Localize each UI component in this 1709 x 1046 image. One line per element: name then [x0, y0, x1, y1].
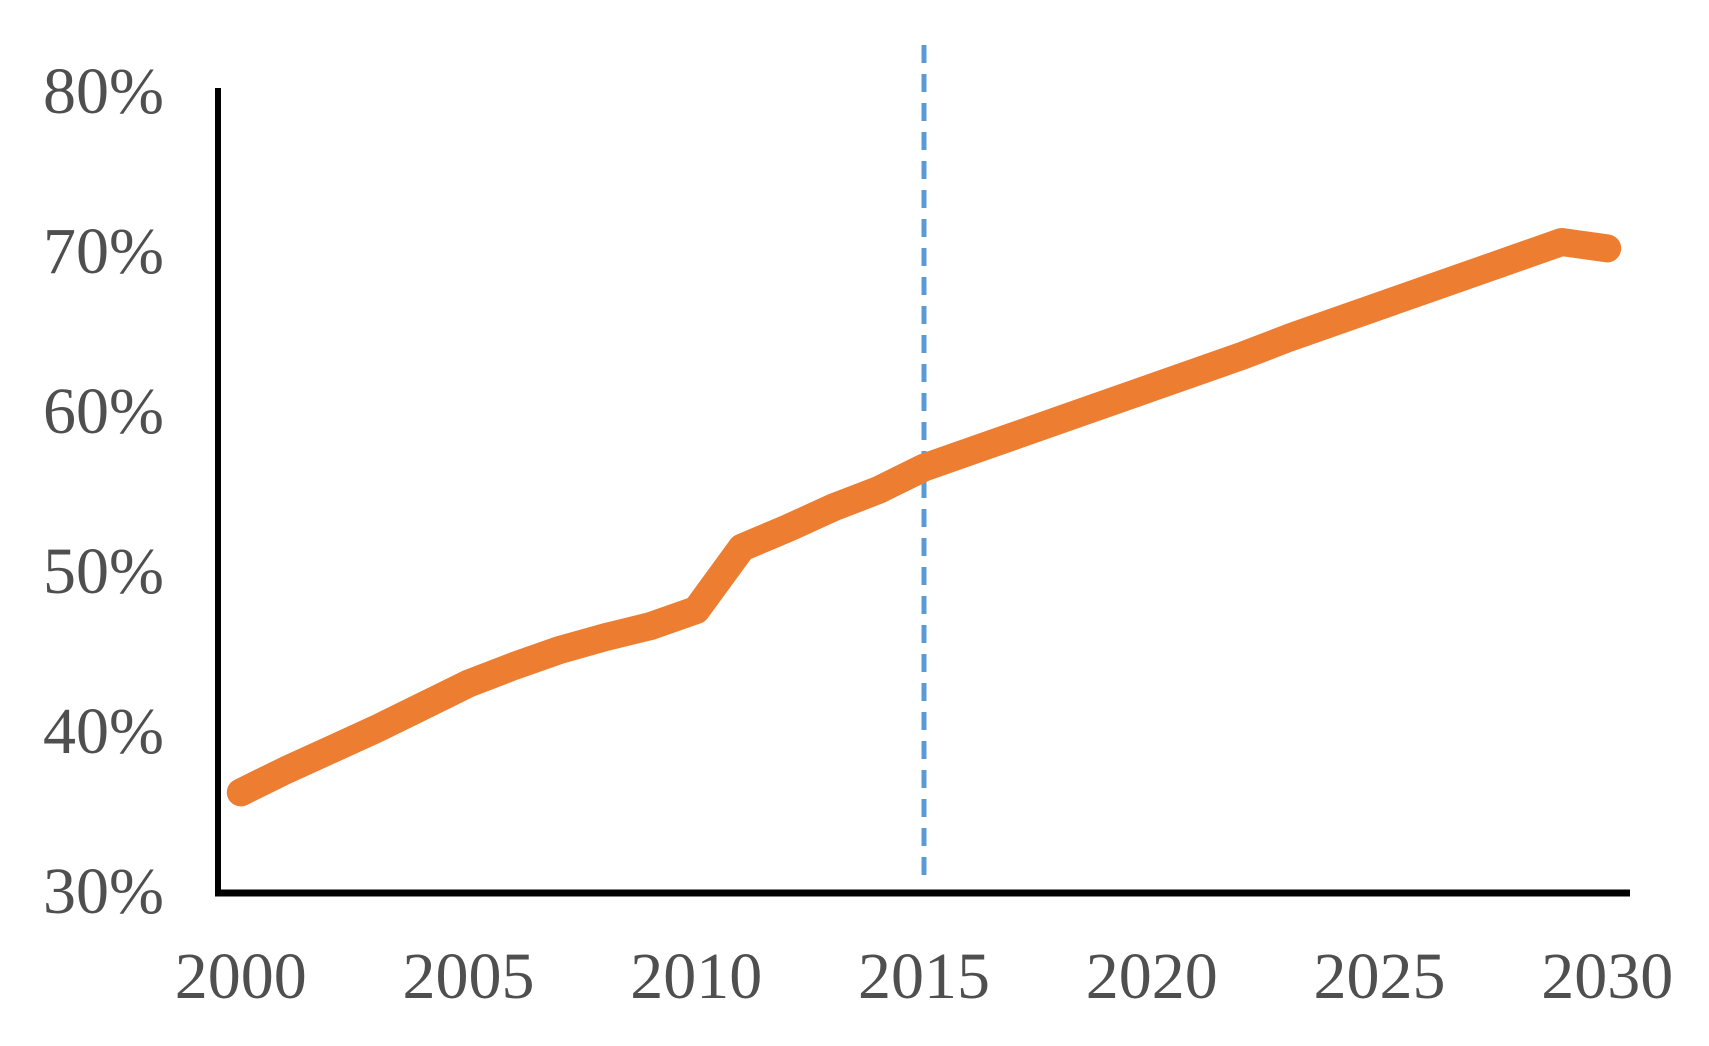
y-tick-label: 80%	[43, 55, 164, 128]
x-tick-label: 2010	[630, 940, 762, 1013]
y-tick-label: 50%	[43, 535, 164, 608]
x-tick-label: 2015	[858, 940, 990, 1013]
y-tick-label: 60%	[43, 375, 164, 448]
y-tick-label: 70%	[43, 215, 164, 288]
x-tick-label: 2005	[403, 940, 535, 1013]
y-tick-label: 30%	[43, 855, 164, 928]
y-tick-label: 40%	[43, 695, 164, 768]
x-tick-label: 2025	[1313, 940, 1445, 1013]
y-axis-labels: 30% 40% 50% 60% 70% 80%	[43, 55, 164, 928]
x-tick-label: 2020	[1086, 940, 1218, 1013]
x-axis-labels: 2000 2005 2010 2015 2020 2025 2030	[175, 940, 1673, 1013]
series-line-percentage-trend	[226, 228, 1622, 807]
x-tick-label: 2030	[1541, 940, 1673, 1013]
data-series	[226, 228, 1622, 807]
axes	[215, 88, 1630, 897]
x-tick-label: 2000	[175, 940, 307, 1013]
